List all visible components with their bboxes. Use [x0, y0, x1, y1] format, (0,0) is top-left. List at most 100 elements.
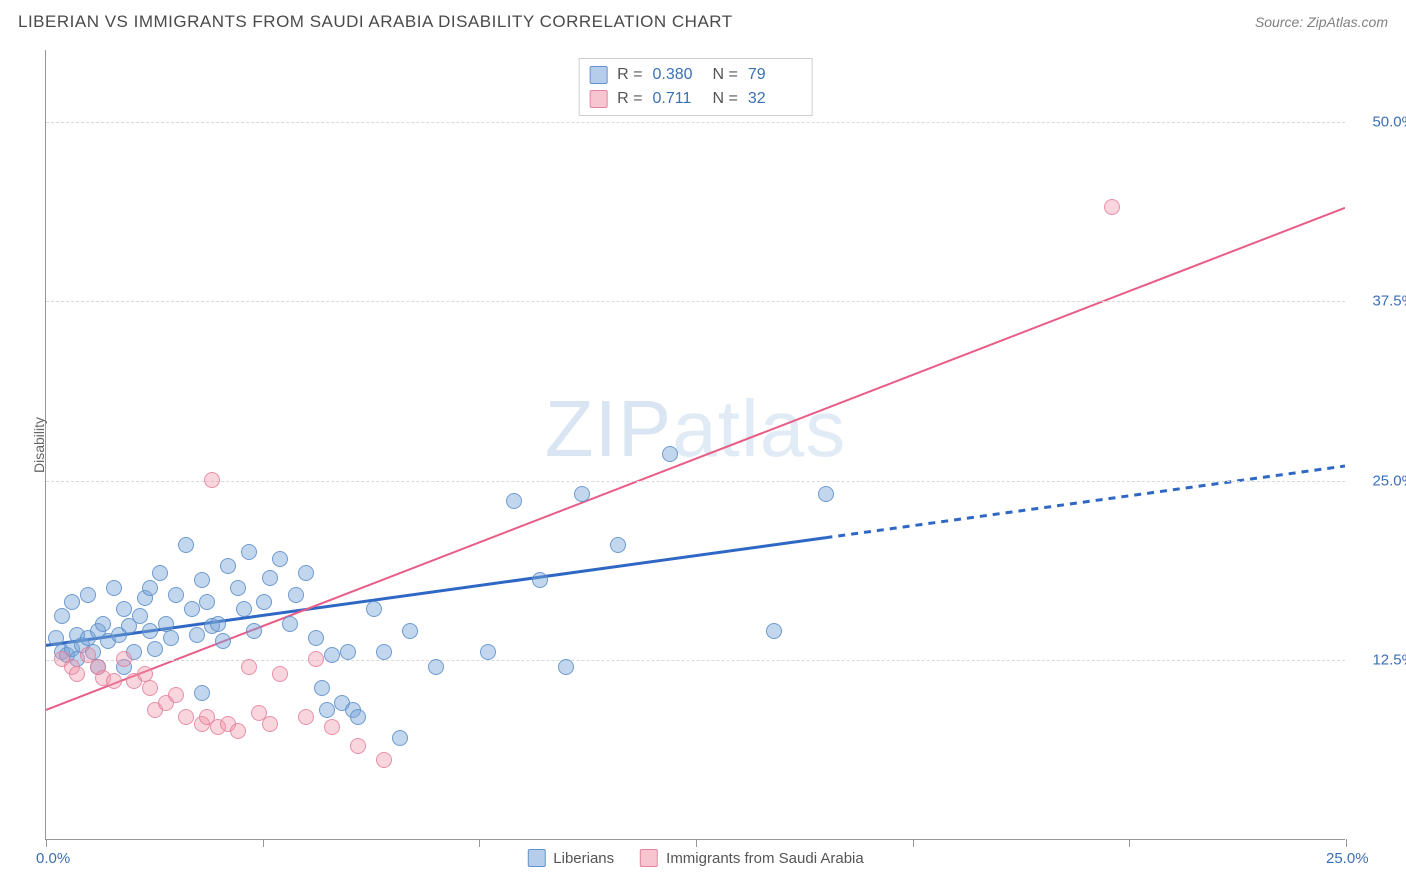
data-point: [662, 446, 678, 462]
plot-area: Disability ZIPatlas R = 0.380 N = 79 R =…: [45, 50, 1345, 840]
r-value-b: 0.711: [653, 87, 703, 111]
legend-item-b: Immigrants from Saudi Arabia: [640, 849, 864, 867]
x-tick: [46, 839, 47, 847]
data-point: [272, 666, 288, 682]
r-value-a: 0.380: [653, 63, 703, 87]
data-point: [64, 594, 80, 610]
data-point: [132, 608, 148, 624]
data-point: [574, 486, 590, 502]
data-point: [558, 659, 574, 675]
data-point: [194, 572, 210, 588]
y-tick-label: 37.5%: [1355, 293, 1406, 310]
data-point: [215, 633, 231, 649]
n-label: N =: [713, 87, 738, 111]
data-point: [298, 709, 314, 725]
data-point: [314, 680, 330, 696]
data-point: [319, 702, 335, 718]
data-point: [168, 687, 184, 703]
data-point: [194, 685, 210, 701]
data-point: [116, 601, 132, 617]
data-point: [376, 644, 392, 660]
data-point: [241, 544, 257, 560]
data-point: [142, 623, 158, 639]
data-point: [178, 709, 194, 725]
data-point: [376, 752, 392, 768]
n-value-a: 79: [748, 63, 798, 87]
x-tick: [696, 839, 697, 847]
data-point: [199, 594, 215, 610]
chart-header: LIBERIAN VS IMMIGRANTS FROM SAUDI ARABIA…: [18, 12, 1388, 32]
swatch-b-icon: [640, 849, 658, 867]
chart-source: Source: ZipAtlas.com: [1255, 14, 1388, 30]
data-point: [210, 616, 226, 632]
data-point: [256, 594, 272, 610]
r-label: R =: [617, 87, 642, 111]
data-point: [392, 730, 408, 746]
data-point: [241, 659, 257, 675]
data-point: [282, 616, 298, 632]
data-point: [163, 630, 179, 646]
x-origin-label: 0.0%: [36, 850, 70, 867]
source-value: ZipAtlas.com: [1307, 14, 1388, 30]
data-point: [272, 551, 288, 567]
x-tick: [479, 839, 480, 847]
legend-item-a: Liberians: [527, 849, 614, 867]
data-point: [350, 709, 366, 725]
data-point: [220, 558, 236, 574]
data-point: [236, 601, 252, 617]
legend-stats: R = 0.380 N = 79 R = 0.711 N = 32: [578, 58, 813, 116]
r-label: R =: [617, 63, 642, 87]
data-point: [106, 673, 122, 689]
y-axis-label: Disability: [31, 416, 47, 472]
data-point: [308, 651, 324, 667]
data-point: [818, 486, 834, 502]
swatch-a-icon: [527, 849, 545, 867]
data-point: [350, 738, 366, 754]
n-value-b: 32: [748, 87, 798, 111]
legend-stats-row-b: R = 0.711 N = 32: [589, 87, 798, 111]
data-point: [480, 644, 496, 660]
data-point: [366, 601, 382, 617]
data-point: [152, 565, 168, 581]
grid-line: [46, 660, 1345, 661]
data-point: [324, 647, 340, 663]
swatch-a-icon: [589, 66, 607, 84]
y-tick-label: 50.0%: [1355, 113, 1406, 130]
data-point: [178, 537, 194, 553]
data-point: [142, 580, 158, 596]
x-end-label: 25.0%: [1326, 850, 1369, 867]
grid-line: [46, 122, 1345, 123]
data-point: [80, 587, 96, 603]
data-point: [189, 627, 205, 643]
x-tick: [263, 839, 264, 847]
data-point: [610, 537, 626, 553]
data-point: [288, 587, 304, 603]
data-point: [340, 644, 356, 660]
data-point: [262, 570, 278, 586]
data-point: [230, 580, 246, 596]
data-point: [204, 472, 220, 488]
x-tick: [1346, 839, 1347, 847]
data-point: [184, 601, 200, 617]
n-label: N =: [713, 63, 738, 87]
grid-line: [46, 301, 1345, 302]
data-point: [1104, 199, 1120, 215]
grid-line: [46, 481, 1345, 482]
chart-title: LIBERIAN VS IMMIGRANTS FROM SAUDI ARABIA…: [18, 12, 733, 32]
data-point: [532, 572, 548, 588]
legend-label-b: Immigrants from Saudi Arabia: [666, 850, 864, 867]
watermark: ZIPatlas: [545, 383, 846, 475]
y-tick-label: 25.0%: [1355, 472, 1406, 489]
data-point: [766, 623, 782, 639]
data-point: [116, 651, 132, 667]
y-tick-label: 12.5%: [1355, 652, 1406, 669]
data-point: [506, 493, 522, 509]
source-label: Source:: [1255, 14, 1303, 30]
data-point: [168, 587, 184, 603]
data-point: [298, 565, 314, 581]
x-tick: [1129, 839, 1130, 847]
data-point: [69, 666, 85, 682]
data-point: [147, 641, 163, 657]
legend-label-a: Liberians: [553, 850, 614, 867]
data-point: [142, 680, 158, 696]
